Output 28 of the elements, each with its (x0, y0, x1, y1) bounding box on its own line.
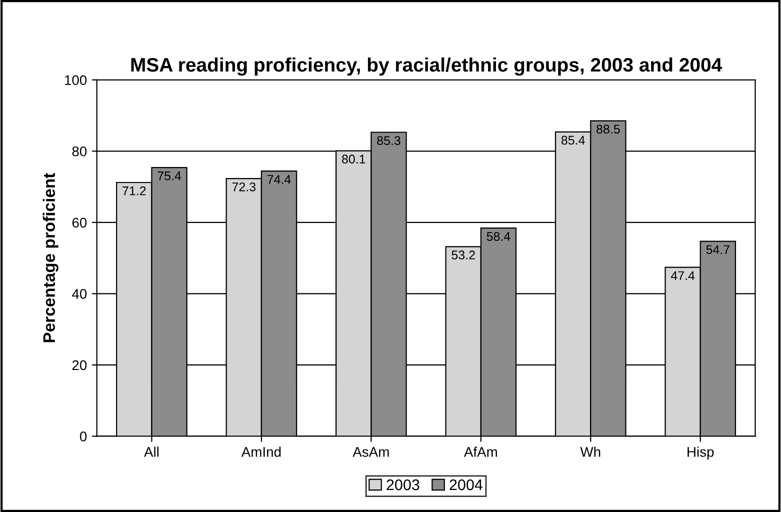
data-label: 75.4 (158, 172, 182, 180)
data-label: 53.2 (452, 250, 475, 260)
x-tick-label: Wh (580, 446, 600, 457)
data-label: 47.4 (670, 271, 695, 280)
data-label: 85.4 (561, 136, 585, 145)
data-label: 80.1 (342, 154, 366, 164)
y-tick-label: 100 (65, 75, 87, 86)
x-tick-label: AmInd (241, 446, 281, 457)
data-label: 54.7 (706, 245, 730, 254)
y-tick-label: 40 (72, 289, 87, 299)
data-label: 74.4 (267, 175, 291, 184)
y-tick-label: 20 (72, 360, 87, 370)
y-tick-label: 0 (80, 432, 87, 442)
legend-label: 2004 (450, 479, 482, 490)
y-tick-label: 60 (72, 218, 87, 228)
x-tick-label: AsAm (352, 447, 389, 457)
data-label: 88.5 (596, 124, 620, 134)
data-label: 58.4 (486, 232, 510, 241)
x-tick-label: All (144, 446, 158, 457)
legend-label: 2003 (386, 479, 420, 490)
y-tick-label: 80 (72, 146, 87, 156)
data-label: 71.2 (122, 186, 146, 196)
data-label: 72.3 (232, 182, 256, 192)
data-label: 85.3 (377, 136, 400, 145)
x-tick-label: Hisp (688, 446, 714, 460)
x-tick-label: AfAm (464, 446, 497, 457)
chart-title: MSA reading proficiency, by racial/ethnic groups, 2003 and 2004 (131, 57, 722, 76)
y-axis-title: Percentage proficient (42, 173, 58, 342)
